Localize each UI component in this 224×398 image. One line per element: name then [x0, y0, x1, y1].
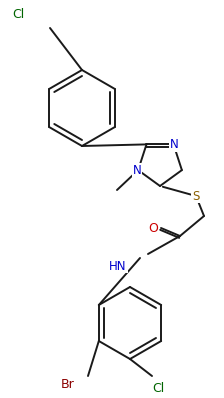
Text: N: N	[170, 138, 179, 151]
Text: Br: Br	[61, 377, 75, 390]
Text: O: O	[148, 222, 158, 234]
Text: Cl: Cl	[152, 382, 164, 394]
Text: Cl: Cl	[12, 8, 24, 21]
Text: S: S	[192, 189, 200, 203]
Text: N: N	[133, 164, 142, 177]
Text: HN: HN	[109, 259, 127, 273]
